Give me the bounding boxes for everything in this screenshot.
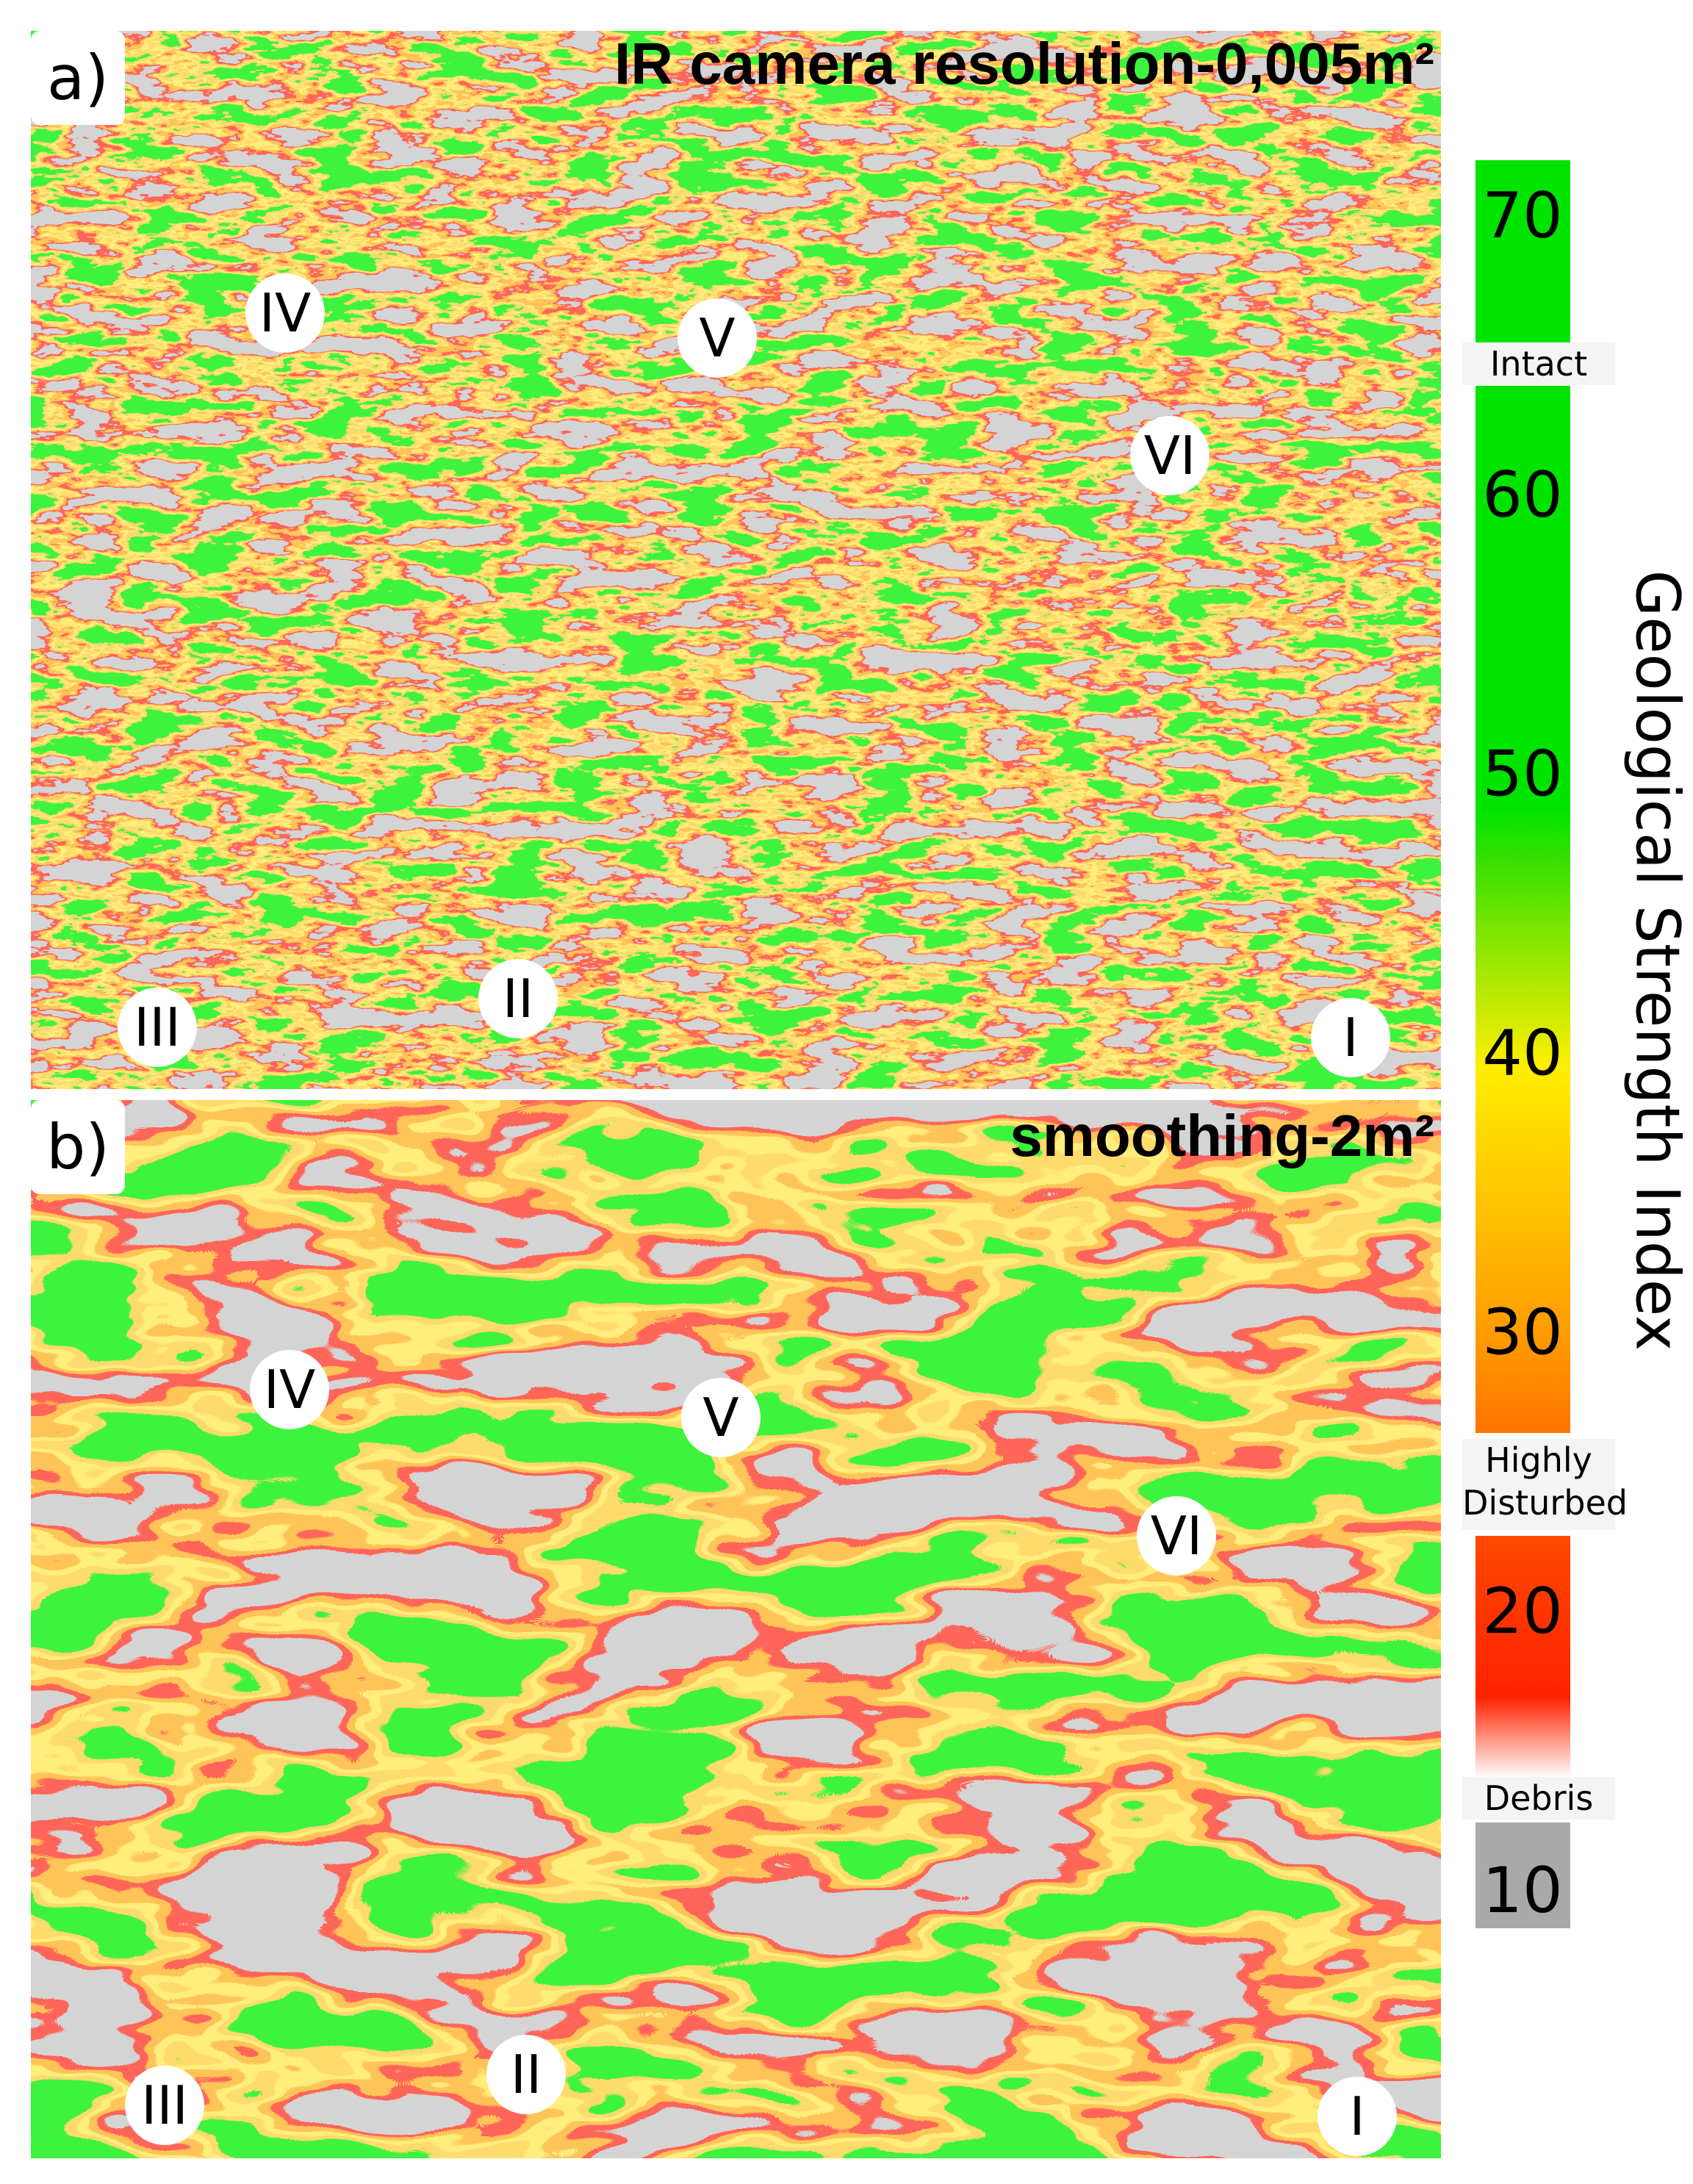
zone-label: II bbox=[503, 968, 533, 1030]
class-label: Debris bbox=[1462, 1777, 1615, 1820]
class-label: Highly Disturbed bbox=[1462, 1439, 1628, 1530]
zone-label: IV bbox=[259, 282, 312, 344]
gsi-map-high-res bbox=[31, 31, 1441, 1089]
zone-marker bbox=[250, 1350, 329, 1429]
panel-title: IR camera resolution-0,005m² bbox=[614, 31, 1434, 96]
colorbar-tick-label: 10 bbox=[1482, 1854, 1562, 1928]
zone-marker bbox=[1318, 2077, 1397, 2156]
zone-marker bbox=[478, 959, 558, 1038]
gsi-map-smoothed bbox=[31, 1100, 1441, 2158]
zone-label: I bbox=[1342, 1007, 1358, 1068]
zone-marker bbox=[1130, 416, 1209, 495]
zone-marker bbox=[245, 273, 325, 353]
class-label: Intact bbox=[1462, 342, 1615, 385]
zone-label: I bbox=[1349, 2086, 1365, 2147]
panel-label: a) bbox=[47, 42, 109, 114]
zone-marker bbox=[1137, 1496, 1216, 1576]
colorbar-tick-label: 50 bbox=[1482, 738, 1562, 811]
zone-marker bbox=[125, 2066, 204, 2145]
panel-title: smoothing-2m² bbox=[1010, 1103, 1434, 1168]
colorbar-tick-label: 30 bbox=[1482, 1296, 1562, 1369]
zone-label: V bbox=[702, 1387, 738, 1448]
zone-label: VI bbox=[1144, 425, 1196, 486]
zone-label: III bbox=[141, 2075, 188, 2136]
colorbar-title: Geological Strength Index bbox=[1622, 570, 1692, 1351]
zone-label: II bbox=[511, 2044, 542, 2105]
zone-marker bbox=[118, 988, 197, 1067]
colorbar-debris bbox=[1475, 1822, 1570, 1928]
zone-label: V bbox=[699, 307, 735, 369]
panel-label: b) bbox=[46, 1111, 109, 1183]
panel-label-box bbox=[31, 31, 125, 125]
zone-label: VI bbox=[1151, 1505, 1203, 1567]
colorbar-tick-label: 20 bbox=[1482, 1575, 1562, 1648]
zone-marker bbox=[486, 2035, 566, 2114]
colorbar-tick-label: 70 bbox=[1482, 179, 1562, 253]
zone-marker bbox=[1311, 998, 1390, 1077]
panel-label-box bbox=[31, 1100, 125, 1194]
zone-label: III bbox=[134, 996, 181, 1058]
colorbar-tick-label: 40 bbox=[1482, 1017, 1562, 1091]
zone-label: IV bbox=[264, 1359, 316, 1420]
zone-marker bbox=[681, 1378, 761, 1457]
colorbar-tick-label: 60 bbox=[1482, 459, 1562, 532]
zone-marker bbox=[677, 298, 757, 378]
